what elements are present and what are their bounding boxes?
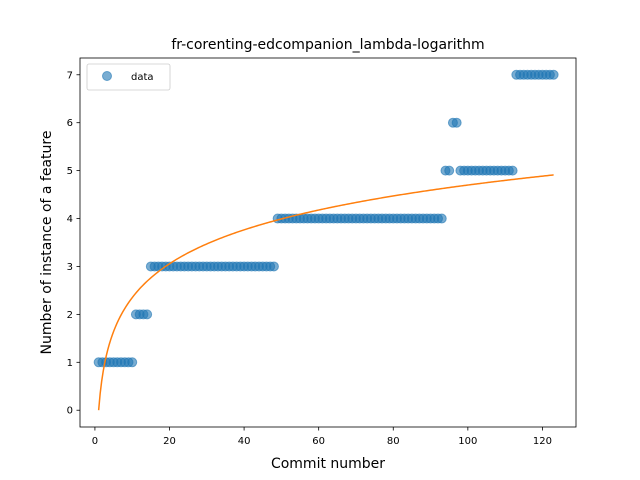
y-axis-label: Number of instance of a feature xyxy=(39,131,55,355)
data-point xyxy=(445,166,454,175)
data-point xyxy=(508,166,517,175)
y-axis: 0 1 2 3 4 5 6 7 xyxy=(67,70,80,416)
x-axis: 0 20 40 60 80 100 120 xyxy=(92,427,552,447)
y-tick-label: 4 xyxy=(67,214,73,225)
data-point xyxy=(452,118,461,127)
axes-frame xyxy=(80,58,576,427)
x-tick-label: 60 xyxy=(312,436,325,447)
y-tick-label: 7 xyxy=(67,70,73,81)
legend-label-data: data xyxy=(131,72,154,83)
legend-marker-data xyxy=(103,72,112,81)
x-axis-label: Commit number xyxy=(271,456,385,472)
x-tick-label: 100 xyxy=(458,436,477,447)
legend-box xyxy=(87,64,170,90)
x-tick-label: 120 xyxy=(533,436,552,447)
x-tick-label: 40 xyxy=(238,436,251,447)
y-tick-label: 3 xyxy=(67,262,73,273)
legend: data xyxy=(87,64,170,90)
y-tick-label: 5 xyxy=(67,166,73,177)
data-point xyxy=(269,262,278,271)
x-tick-label: 0 xyxy=(92,436,98,447)
x-tick-label: 20 xyxy=(163,436,176,447)
y-tick-label: 2 xyxy=(67,310,73,321)
y-tick-label: 6 xyxy=(67,118,73,129)
x-tick-label: 80 xyxy=(387,436,400,447)
plot-area xyxy=(94,70,558,410)
data-point xyxy=(437,214,446,223)
y-tick-label: 0 xyxy=(67,406,73,417)
y-tick-label: 1 xyxy=(67,358,73,369)
fit-line xyxy=(99,175,554,410)
data-point xyxy=(128,358,137,367)
data-point xyxy=(549,70,558,79)
chart-title: fr-corenting-edcompanion_lambda-logarith… xyxy=(171,37,484,53)
data-point xyxy=(143,310,152,319)
